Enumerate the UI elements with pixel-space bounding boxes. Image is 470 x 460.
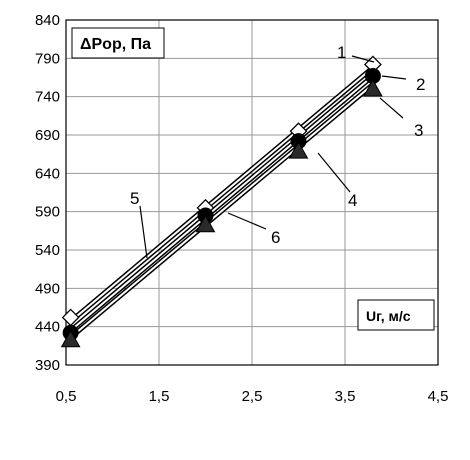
x-axis-title-box (357, 299, 435, 331)
callout-2: 2 (416, 75, 425, 94)
marker-series-2 (364, 67, 381, 84)
callout-3: 3 (414, 121, 423, 140)
leader-3 (379, 97, 404, 119)
fit-line-6-inner (70, 83, 374, 339)
callout-leaders (139, 55, 407, 259)
fit-lines (69, 65, 375, 340)
marker-series-3 (363, 78, 383, 97)
y-tick-label: 390 (35, 357, 60, 374)
y-axis-title-box (71, 27, 165, 59)
data-markers (60, 55, 383, 348)
y-tick-label: 640 (35, 165, 60, 182)
x-tick-label: 0,5 (56, 388, 77, 405)
callout-4: 4 (348, 191, 357, 210)
x-tick-label: 3,5 (335, 388, 356, 405)
y-tick-label: 790 (35, 50, 60, 67)
leader-5 (139, 205, 148, 259)
leader-6 (227, 212, 267, 230)
y-tick-label: 490 (35, 280, 60, 297)
marker-series-3 (60, 329, 81, 348)
callout-1: 1 (337, 43, 346, 62)
y-axis-title: ΔPор, Па (80, 36, 151, 53)
callout-6: 6 (271, 228, 280, 247)
y-tick-label: 740 (35, 89, 60, 106)
x-tick-labels: 0,5 1,5 2,5 3,5 4,5 (56, 388, 449, 405)
y-tick-label: 540 (35, 242, 60, 259)
leader-4 (317, 152, 351, 193)
fit-line-5-inner (70, 66, 374, 323)
y-tick-label: 590 (35, 204, 60, 221)
y-tick-label: 840 (35, 12, 60, 29)
x-tick-label: 2,5 (242, 388, 263, 405)
fit-line-4-inner (70, 75, 374, 332)
x-tick-label: 4,5 (428, 388, 449, 405)
y-tick-label: 440 (35, 319, 60, 336)
y-tick-labels: 390 440 490 540 590 640 690 740 790 840 (35, 12, 60, 374)
plot-frame (65, 19, 439, 366)
x-tick-label: 1,5 (149, 388, 170, 405)
y-tick-label: 690 (35, 127, 60, 144)
marker-series-3 (288, 141, 309, 159)
leader-1 (351, 55, 375, 63)
leader-2 (381, 75, 407, 80)
callout-5: 5 (130, 189, 139, 208)
marker-series-3 (195, 214, 216, 233)
x-axis-title: Uг, м/с (366, 308, 411, 324)
